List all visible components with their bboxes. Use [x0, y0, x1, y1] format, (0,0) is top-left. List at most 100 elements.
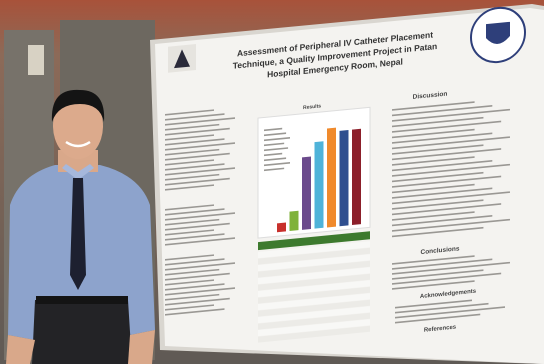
text-line [392, 132, 493, 144]
bar [327, 127, 336, 228]
text-line [392, 101, 475, 111]
text-line [392, 226, 484, 238]
text-line [392, 203, 502, 216]
smile [65, 140, 91, 148]
bar-chart [264, 127, 361, 233]
text-line [395, 302, 489, 314]
text-line [392, 269, 484, 280]
text-line [392, 148, 502, 161]
collar [62, 164, 94, 180]
text-line [165, 279, 214, 286]
text-line [392, 258, 493, 270]
text-line [165, 117, 235, 126]
text-line [264, 162, 290, 167]
table-row [258, 280, 370, 298]
text-line [165, 222, 230, 231]
text-line [165, 167, 235, 176]
text-line [392, 144, 484, 155]
right-column [392, 101, 510, 324]
text-line [392, 199, 484, 210]
text-line [165, 138, 225, 146]
person [6, 89, 155, 364]
logo-shield [486, 21, 510, 44]
text-line [165, 134, 214, 141]
text-line [392, 211, 475, 221]
text-line [165, 293, 220, 301]
text-line [264, 137, 290, 142]
text-line [264, 157, 287, 162]
text-line [264, 127, 283, 132]
text-line [392, 218, 510, 232]
bar [314, 141, 324, 229]
table-row [258, 241, 370, 259]
text-line [165, 304, 214, 311]
face [53, 93, 103, 159]
table-row [258, 319, 370, 337]
text-line [165, 283, 225, 291]
text-line [392, 272, 502, 285]
table-row [258, 260, 370, 278]
text-line [392, 128, 475, 139]
text-line [165, 212, 235, 221]
text-line [165, 308, 225, 316]
text-line [392, 187, 493, 199]
text-line [165, 233, 225, 241]
text-line [165, 208, 225, 216]
text-line [165, 287, 235, 296]
text-line [392, 116, 484, 128]
section-heading: References [424, 325, 457, 334]
table-row [258, 254, 370, 272]
logo-mark [174, 49, 190, 69]
text-line [392, 171, 484, 183]
table-row [258, 247, 370, 265]
text-line [165, 109, 214, 116]
table-row [258, 306, 370, 324]
left-column [165, 109, 235, 316]
section-heading: Acknowledgements [420, 289, 477, 300]
text-line [395, 313, 481, 324]
bar [277, 222, 286, 233]
text-line [165, 177, 230, 186]
text-line [165, 272, 230, 281]
text-line [392, 136, 510, 150]
table-row [258, 267, 370, 285]
text-line [165, 113, 225, 121]
table-row [258, 299, 370, 317]
hair [51, 89, 105, 122]
text-line [165, 127, 230, 136]
text-line [392, 160, 493, 172]
table-row [258, 293, 370, 311]
bar [302, 156, 311, 230]
text-line [165, 148, 220, 156]
bar [352, 128, 361, 226]
table-row [258, 312, 370, 330]
text-line [392, 280, 475, 290]
text-line [165, 254, 214, 261]
table-row [258, 273, 370, 291]
text-line [165, 184, 214, 191]
section-heading: Discussion [413, 91, 448, 101]
bar [339, 129, 349, 227]
text-line [392, 105, 493, 117]
table-header [258, 231, 370, 251]
section-heading: Conclusions [421, 245, 460, 256]
text-line [264, 147, 289, 152]
text-line [165, 258, 225, 266]
text-line [165, 159, 214, 166]
text-line [392, 261, 510, 275]
hand [128, 330, 155, 364]
text-line [392, 120, 502, 133]
belt [36, 296, 128, 304]
text-line [165, 123, 220, 131]
text-line [395, 306, 505, 319]
text-line [165, 173, 220, 181]
text-line [392, 183, 475, 194]
text-line [392, 156, 475, 166]
text-line [264, 132, 287, 137]
text-line [165, 262, 235, 271]
table-row [258, 325, 370, 343]
text-line [165, 237, 235, 246]
text-line [165, 163, 225, 171]
text-line [165, 204, 214, 211]
